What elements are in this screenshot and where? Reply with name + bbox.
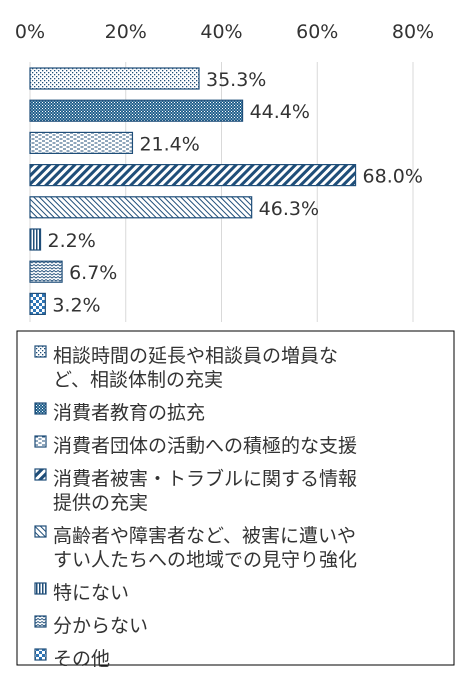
bar — [29, 164, 357, 187]
legend: 相談時間の延長や相談員の増員など、相談体制の充実消費者教育の拡充消費者団体の活動… — [34, 345, 357, 670]
bars — [29, 67, 357, 315]
x-axis-tick-labels: 0% 20% 40% 60% 80% — [15, 21, 434, 43]
data-label: 35.3% — [206, 69, 266, 91]
data-label: 3.2% — [52, 294, 100, 316]
data-label: 21.4% — [139, 133, 199, 155]
legend-swatch — [34, 525, 47, 538]
legend-swatch — [34, 402, 47, 415]
legend-entry: 高齢者や障害者など、被害に遭いや — [53, 525, 356, 547]
legend-entry: ど、相談体制の充実 — [53, 369, 223, 391]
legend-entry: 消費者被害・トラブルに関する情報 — [53, 467, 357, 490]
bar — [29, 99, 244, 122]
bar — [29, 67, 200, 90]
legend-entry: その他 — [53, 648, 110, 670]
legend-entry: 特にない — [53, 582, 129, 604]
legend-swatch — [34, 648, 47, 661]
legend-box — [16, 330, 455, 666]
legend-swatch — [34, 582, 47, 595]
legend-swatch — [34, 345, 47, 358]
bar — [29, 292, 46, 315]
legend-entry: すい人たちへの地域での見守り強化 — [53, 549, 357, 571]
data-labels: 35.3% 44.4% 21.4% 68.0% 46.3% 2.2% 6.7% 3.2% — [48, 69, 423, 316]
data-label: 6.7% — [69, 262, 117, 284]
bar — [29, 196, 253, 219]
x-tick-label: 60% — [296, 21, 338, 43]
legend-swatch — [34, 435, 47, 448]
data-label: 46.3% — [259, 198, 319, 220]
bar — [29, 260, 63, 283]
x-tick-label: 20% — [105, 21, 147, 43]
data-label: 44.4% — [250, 101, 310, 123]
legend-entry: 相談時間の延長や相談員の増員な — [53, 345, 338, 367]
x-tick-label: 80% — [392, 21, 434, 43]
legend-entry: 分からない — [53, 615, 148, 637]
bar — [29, 228, 42, 251]
legend-entry: 消費者教育の拡充 — [53, 402, 205, 424]
legend-entry: 消費者団体の活動への積極的な支援 — [53, 435, 357, 457]
data-label: 68.0% — [363, 166, 423, 188]
legend-entry: 提供の充実 — [53, 492, 148, 514]
x-tick-label: 40% — [200, 21, 242, 43]
data-label: 2.2% — [48, 230, 96, 252]
legend-swatch — [34, 615, 47, 628]
legend-swatch — [34, 468, 47, 481]
x-tick-label: 0% — [15, 21, 45, 43]
bar — [29, 131, 134, 154]
